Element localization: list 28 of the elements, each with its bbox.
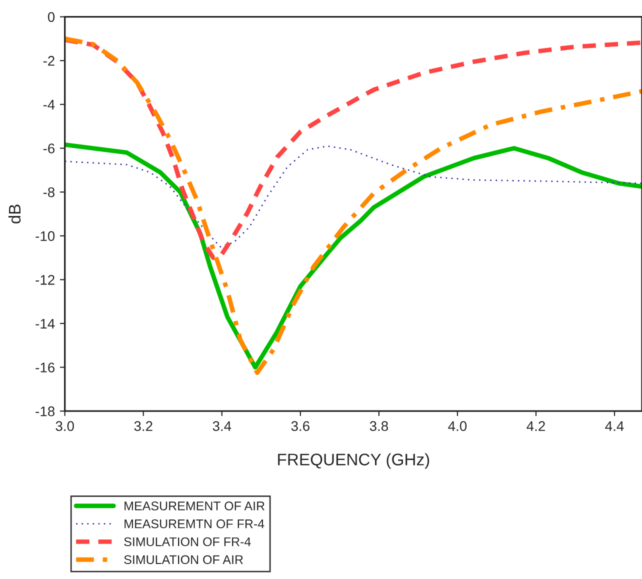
line-series (64, 142, 642, 370)
y-tick-label: -8 (43, 187, 55, 198)
y-tick-label: -12 (36, 274, 54, 285)
x-tick-label: 3.6 (291, 421, 310, 432)
x-axis-title: FREQUENCY (GHz) (278, 453, 430, 469)
line-series (64, 36, 642, 375)
x-tick-label: 3.0 (56, 421, 74, 432)
legend-label: SIMULATION OF AIR (124, 555, 243, 564)
x-tick-label: 4.2 (526, 421, 545, 431)
legend-label: SIMULATION OF FR-4 (124, 537, 251, 546)
y-tick-label: -18 (36, 406, 55, 416)
x-tick-label: 3.8 (370, 421, 388, 432)
y-tick-label: -14 (36, 318, 55, 328)
y-tick-label: -4 (43, 100, 55, 110)
y-axis-title: dB (8, 204, 21, 224)
y-tick-label: -10 (36, 231, 55, 242)
legend-label: MEASUREMTN OF FR-4 (124, 519, 264, 528)
y-tick-label: 0 (48, 12, 55, 22)
line-series (64, 38, 642, 260)
line-series (64, 145, 642, 248)
x-tick-label: 3.4 (212, 421, 232, 432)
x-tick-label: 4.4 (605, 421, 624, 431)
y-tick-label: -6 (43, 144, 55, 154)
y-tick-label: -2 (43, 56, 54, 66)
legend-label: MEASUREMENT OF AIR (124, 502, 264, 510)
y-tick-label: -16 (36, 362, 55, 372)
x-tick-label: 3.2 (134, 421, 152, 432)
x-tick-label: 4.0 (448, 421, 467, 432)
